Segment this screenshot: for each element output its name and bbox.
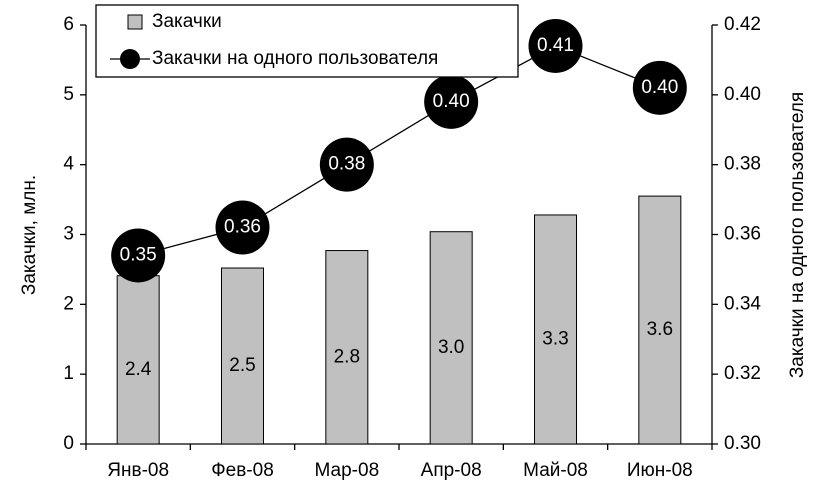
x-tick-label: Янв-08 [107,460,169,481]
y2-tick-label: 0.30 [724,433,761,454]
y2-tick-label: 0.32 [724,363,761,384]
legend-swatch [127,14,143,30]
y-tick-label: 2 [63,293,74,314]
bar [116,275,160,445]
bar-label: 2.8 [334,346,360,367]
x-tick-label: Фев-08 [211,460,274,481]
bar-label: 3.0 [438,337,464,358]
x-tick-label: Апр-08 [421,460,482,481]
bar-label: 2.4 [125,359,152,380]
y2-tick-label: 0.42 [724,14,761,35]
x-tick-label: Май-08 [523,460,588,481]
y-tick-label: 6 [63,14,74,35]
y2-tick-label: 0.36 [724,224,761,245]
y-tick-label: 0 [63,433,74,454]
point-label: 0.38 [328,154,365,175]
y2-tick-label: 0.40 [724,84,761,105]
line-point [215,200,270,255]
line-point [632,60,687,115]
line-point [111,228,166,283]
line-point [528,18,583,73]
y2-tick-label: 0.34 [724,293,761,314]
x-tick-label: Июн-08 [627,460,693,481]
y-tick-label: 3 [63,224,74,245]
point-label: 0.35 [120,244,157,265]
legend-box [95,4,519,78]
y-tick-label: 4 [63,154,74,175]
legend-dot [120,49,140,69]
bar [221,267,264,445]
y-axis-title: Закачки, млн. [19,175,40,295]
x-tick-label: Мар-08 [315,460,380,481]
legend-label: Закачки на одного пользователя [152,48,438,69]
bar [534,214,577,445]
y-tick-label: 1 [63,363,74,384]
legend-label: Закачки [152,11,222,32]
point-label: 0.40 [433,91,470,112]
line-point [424,74,479,129]
bar [429,231,473,445]
point-label: 0.40 [641,77,678,98]
line-point [319,137,374,192]
bar-label: 3.6 [647,319,673,340]
bar [325,250,369,445]
y2-tick-label: 0.38 [724,154,761,175]
y2-axis-title: Закачки на одного пользователя [787,92,808,378]
bar-label: 3.3 [542,328,568,349]
point-label: 0.41 [537,35,574,56]
point-label: 0.36 [224,217,261,238]
y-tick-label: 5 [63,84,74,105]
bar-label: 2.5 [229,355,255,376]
bar [638,195,682,445]
